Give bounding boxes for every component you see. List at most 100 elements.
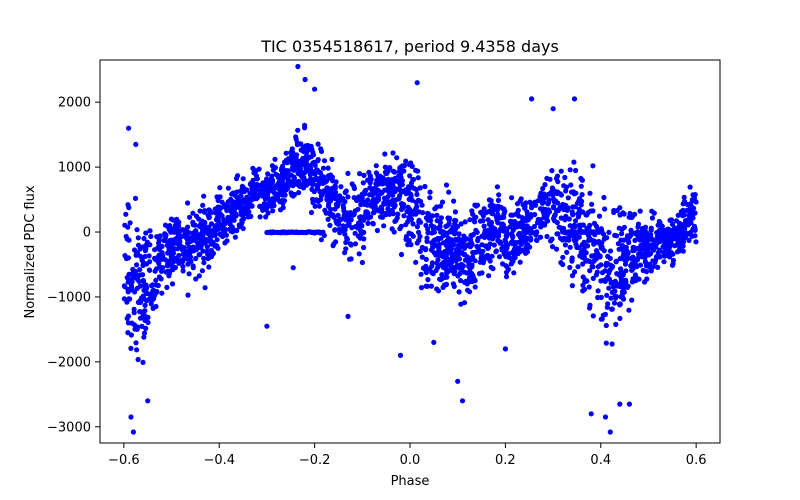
data-point bbox=[153, 277, 159, 283]
data-point bbox=[427, 195, 433, 201]
data-point bbox=[394, 155, 400, 161]
data-point bbox=[423, 256, 429, 262]
data-point bbox=[456, 289, 462, 295]
data-point bbox=[571, 159, 577, 165]
data-point bbox=[285, 177, 291, 183]
data-point bbox=[507, 218, 513, 224]
x-tick-label: 0.0 bbox=[400, 453, 421, 468]
data-point bbox=[637, 208, 643, 214]
data-point bbox=[510, 212, 516, 218]
data-point bbox=[629, 297, 635, 303]
data-point bbox=[302, 122, 308, 128]
data-point bbox=[289, 192, 295, 198]
data-point bbox=[246, 199, 252, 205]
data-point bbox=[450, 281, 456, 287]
data-point bbox=[414, 224, 420, 230]
data-point bbox=[126, 271, 132, 277]
data-point bbox=[407, 173, 413, 179]
data-point bbox=[370, 187, 377, 193]
data-point bbox=[524, 212, 531, 218]
data-point bbox=[320, 165, 327, 171]
data-point bbox=[416, 219, 422, 225]
data-point bbox=[624, 234, 631, 240]
data-point bbox=[680, 201, 686, 207]
data-point bbox=[673, 218, 680, 224]
data-point bbox=[464, 254, 470, 260]
data-point bbox=[332, 185, 338, 191]
data-point bbox=[341, 208, 347, 214]
data-point bbox=[430, 271, 436, 277]
data-point bbox=[466, 289, 473, 295]
data-point bbox=[214, 237, 220, 243]
data-point bbox=[180, 244, 186, 250]
data-point bbox=[585, 210, 591, 216]
data-point bbox=[562, 242, 569, 248]
data-point bbox=[145, 314, 151, 320]
data-point bbox=[265, 171, 271, 177]
data-point bbox=[318, 148, 325, 154]
data-point bbox=[405, 219, 411, 225]
data-point bbox=[419, 254, 425, 260]
data-point bbox=[456, 256, 462, 262]
data-point bbox=[291, 181, 298, 187]
data-point bbox=[516, 239, 522, 245]
data-point bbox=[387, 165, 393, 171]
data-point bbox=[185, 292, 191, 298]
x-tick-label: 0.6 bbox=[686, 453, 707, 468]
y-tick-label: −2000 bbox=[47, 355, 91, 370]
y-tick-label: 0 bbox=[83, 226, 91, 241]
data-point bbox=[148, 233, 154, 239]
data-point bbox=[649, 208, 655, 214]
data-point bbox=[664, 238, 670, 244]
data-point bbox=[470, 231, 476, 238]
data-point bbox=[602, 311, 609, 317]
data-point bbox=[359, 259, 365, 266]
data-point bbox=[414, 191, 420, 197]
data-point bbox=[121, 283, 127, 289]
data-point bbox=[574, 244, 580, 250]
data-point bbox=[469, 208, 475, 214]
data-point bbox=[474, 249, 480, 255]
data-point bbox=[548, 189, 554, 195]
data-point bbox=[586, 258, 593, 264]
data-point bbox=[603, 322, 609, 329]
data-point bbox=[285, 173, 291, 179]
data-point bbox=[176, 219, 182, 225]
data-point bbox=[178, 234, 184, 240]
data-point bbox=[333, 179, 339, 185]
data-point bbox=[477, 218, 484, 224]
data-point bbox=[690, 226, 696, 232]
data-point bbox=[571, 222, 578, 228]
data-point bbox=[200, 248, 206, 254]
data-point bbox=[290, 265, 296, 271]
data-point bbox=[173, 235, 179, 242]
data-point bbox=[295, 63, 301, 70]
data-point bbox=[633, 278, 639, 284]
data-point bbox=[409, 197, 415, 203]
data-point bbox=[389, 226, 395, 232]
data-point bbox=[642, 259, 649, 265]
data-point bbox=[296, 170, 302, 176]
data-point bbox=[143, 325, 149, 331]
data-point bbox=[581, 254, 587, 260]
data-point bbox=[538, 221, 544, 227]
data-point bbox=[688, 215, 694, 221]
data-point bbox=[593, 272, 600, 278]
data-point bbox=[169, 281, 176, 287]
data-point bbox=[497, 239, 503, 245]
data-point bbox=[344, 235, 350, 241]
data-point bbox=[609, 306, 615, 312]
data-point bbox=[227, 226, 233, 232]
data-point bbox=[187, 259, 193, 265]
data-point bbox=[163, 269, 169, 275]
data-point bbox=[597, 229, 603, 235]
data-point bbox=[325, 165, 331, 171]
data-point bbox=[644, 248, 650, 254]
data-point bbox=[507, 224, 513, 230]
data-point bbox=[390, 150, 396, 156]
data-point bbox=[589, 263, 595, 269]
data-point bbox=[633, 230, 639, 236]
data-point bbox=[140, 262, 146, 268]
data-point bbox=[310, 199, 316, 206]
data-point bbox=[155, 282, 161, 289]
